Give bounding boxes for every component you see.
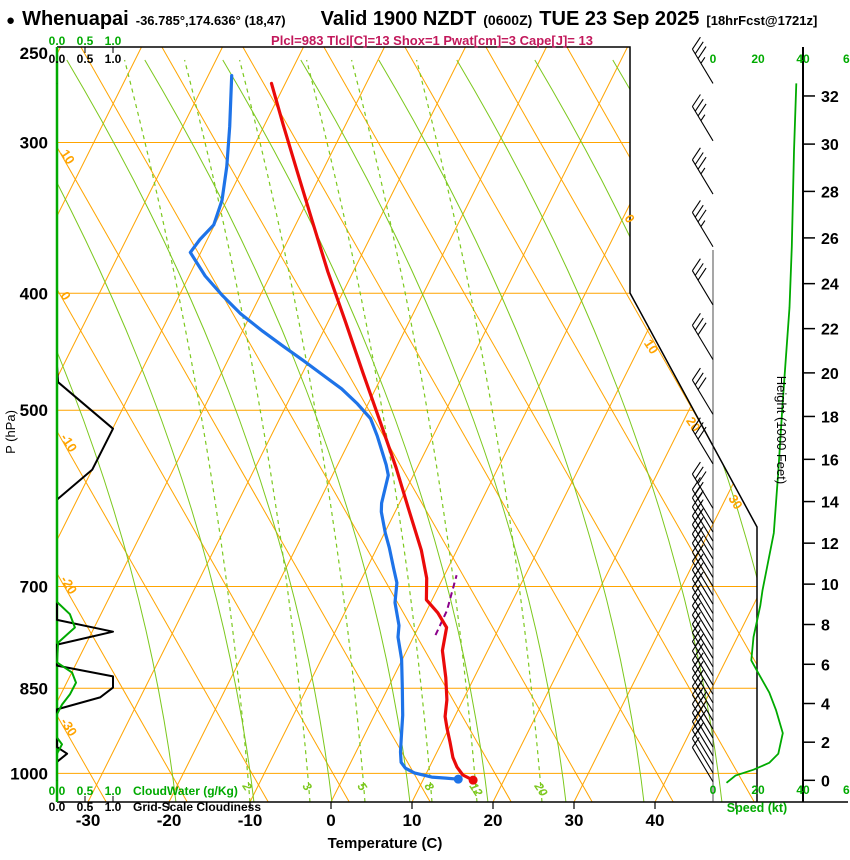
svg-text:28: 28: [821, 184, 839, 201]
svg-text:8: 8: [821, 618, 830, 635]
svg-text:0: 0: [821, 773, 830, 790]
svg-text:P (hPa): P (hPa): [3, 410, 18, 454]
valid-zulu: (0600Z): [483, 12, 533, 28]
svg-text:Height (1000 Feet): Height (1000 Feet): [774, 376, 789, 484]
svg-text:-30: -30: [76, 811, 101, 830]
svg-text:2: 2: [821, 735, 830, 752]
svg-text:60: 60: [843, 783, 850, 797]
svg-text:-30: -30: [57, 715, 80, 739]
svg-text:-10: -10: [238, 811, 263, 830]
svg-text:Temperature (C): Temperature (C): [328, 835, 443, 852]
svg-text:1.0: 1.0: [105, 784, 122, 798]
station-bullet-icon: ●: [6, 12, 16, 29]
svg-text:1.0: 1.0: [105, 52, 122, 66]
svg-text:10: 10: [821, 577, 839, 594]
wind-speed-curve: [725, 83, 798, 784]
svg-text:1000: 1000: [10, 764, 48, 783]
svg-text:0.5: 0.5: [77, 34, 94, 48]
svg-text:500: 500: [20, 401, 48, 420]
svg-text:30: 30: [821, 137, 839, 154]
svg-text:850: 850: [20, 679, 48, 698]
svg-text:30: 30: [565, 811, 584, 830]
svg-text:-20: -20: [57, 573, 80, 597]
svg-text:6: 6: [821, 657, 830, 674]
svg-text:3: 3: [299, 780, 315, 793]
svg-text:300: 300: [20, 134, 48, 153]
svg-text:32: 32: [821, 89, 839, 106]
dewpoint-curve: [188, 73, 463, 784]
svg-text:5: 5: [354, 780, 370, 793]
svg-text:10: 10: [641, 336, 661, 356]
svg-text:18: 18: [821, 409, 839, 426]
svg-text:30: 30: [725, 492, 745, 512]
forecast-info: [18hrFcst@1721z]: [706, 13, 818, 28]
svg-text:22: 22: [821, 322, 839, 339]
svg-text:1.0: 1.0: [105, 34, 122, 48]
wind-barbs: [691, 36, 714, 783]
svg-text:20: 20: [751, 52, 765, 66]
parcel-path: [434, 574, 458, 636]
svg-text:250: 250: [20, 44, 48, 63]
svg-text:20: 20: [751, 783, 765, 797]
svg-text:40: 40: [796, 783, 810, 797]
cloud-profiles: [56, 83, 114, 781]
station-name: Whenuapai: [22, 8, 129, 30]
svg-text:0.0: 0.0: [49, 34, 66, 48]
svg-text:0.0: 0.0: [49, 800, 66, 814]
svg-text:4: 4: [821, 697, 830, 714]
svg-text:0.0: 0.0: [49, 784, 66, 798]
svg-text:60: 60: [843, 52, 850, 66]
temperature-curve: [269, 81, 478, 785]
svg-text:0.0: 0.0: [49, 52, 66, 66]
grid-lines: [57, 47, 757, 802]
sounding-indices: Plcl=983 Tlcl[C]=13 Shox=1 Pwat[cm]=3 Ca…: [271, 33, 593, 48]
svg-text:400: 400: [20, 284, 48, 303]
svg-text:0: 0: [326, 811, 335, 830]
station-coords: -36.785°,174.636° (18,47): [135, 13, 286, 28]
svg-text:-10: -10: [57, 431, 80, 455]
svg-text:10: 10: [57, 147, 77, 167]
svg-text:700: 700: [20, 578, 48, 597]
svg-text:Speed (kt): Speed (kt): [727, 801, 787, 815]
svg-text:0.5: 0.5: [77, 52, 94, 66]
svg-text:14: 14: [821, 495, 839, 512]
svg-text:20: 20: [484, 811, 503, 830]
svg-text:24: 24: [821, 277, 839, 294]
svg-text:1.0: 1.0: [105, 800, 122, 814]
svg-text:0: 0: [57, 289, 74, 303]
svg-text:12: 12: [821, 536, 839, 553]
title-bar: ● Whenuapai -36.785°,174.636° (18,47) Va…: [6, 8, 850, 31]
svg-text:20: 20: [531, 779, 551, 799]
svg-text:40: 40: [796, 52, 810, 66]
svg-text:Grid-Scale Cloudiness: Grid-Scale Cloudiness: [133, 800, 261, 814]
valid-date: TUE 23 Sep 2025: [539, 8, 700, 30]
svg-text:0.5: 0.5: [77, 800, 94, 814]
svg-text:10: 10: [403, 811, 422, 830]
valid-time: Valid 1900 NZDT: [320, 8, 477, 30]
svg-text:26: 26: [821, 231, 839, 248]
svg-text:0: 0: [710, 783, 717, 797]
svg-text:-20: -20: [157, 811, 182, 830]
svg-text:16: 16: [821, 452, 839, 469]
svg-text:0: 0: [710, 52, 717, 66]
svg-text:20: 20: [821, 366, 839, 383]
svg-text:40: 40: [646, 811, 665, 830]
svg-text:CloudWater (g/Kg): CloudWater (g/Kg): [133, 784, 238, 798]
svg-text:0.5: 0.5: [77, 784, 94, 798]
